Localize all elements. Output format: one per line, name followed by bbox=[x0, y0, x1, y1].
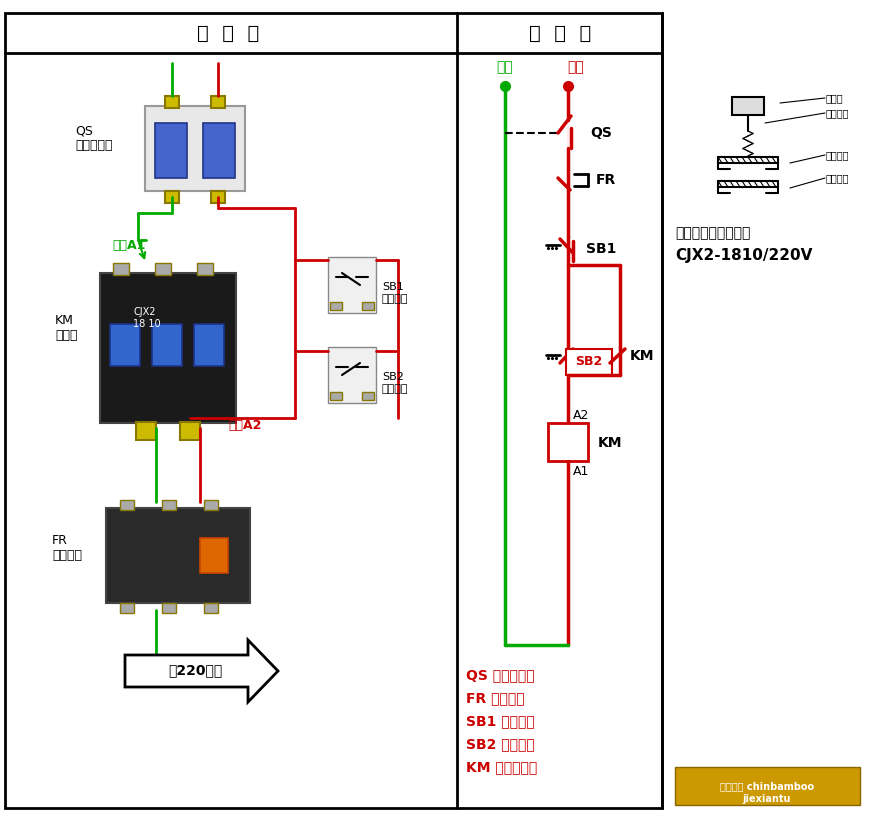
Bar bbox=[211, 191, 225, 203]
Bar bbox=[106, 508, 250, 603]
Text: 线圈A2: 线圈A2 bbox=[228, 419, 261, 431]
Text: FR: FR bbox=[596, 173, 616, 187]
Bar bbox=[113, 263, 129, 275]
Text: SB2
启动按钮: SB2 启动按钮 bbox=[382, 372, 409, 393]
Text: KM: KM bbox=[630, 349, 654, 363]
Text: 接220电机: 接220电机 bbox=[168, 663, 222, 677]
Text: 原  理  图: 原 理 图 bbox=[529, 24, 591, 43]
Text: KM
接触器: KM 接触器 bbox=[55, 314, 77, 342]
Bar bbox=[548, 423, 588, 461]
Text: QS 空气断路器: QS 空气断路器 bbox=[466, 668, 534, 682]
Bar bbox=[362, 392, 374, 400]
Text: jiexiantu: jiexiantu bbox=[742, 794, 791, 804]
Text: FR
热继电器: FR 热继电器 bbox=[52, 534, 82, 562]
Text: 零线: 零线 bbox=[497, 60, 513, 74]
Bar bbox=[165, 191, 179, 203]
Text: SB1: SB1 bbox=[586, 242, 616, 256]
Text: CJX2-1810/220V: CJX2-1810/220V bbox=[675, 248, 813, 263]
Text: SB2: SB2 bbox=[575, 355, 603, 368]
Bar bbox=[362, 302, 374, 310]
Text: 百度知道 chinbamboo: 百度知道 chinbamboo bbox=[720, 781, 814, 791]
Bar bbox=[145, 106, 245, 191]
Bar bbox=[155, 123, 187, 178]
Text: FR 热继电器: FR 热继电器 bbox=[466, 691, 525, 705]
Text: 复位弹簧: 复位弹簧 bbox=[826, 108, 850, 118]
Bar bbox=[732, 97, 764, 115]
Bar bbox=[180, 422, 200, 440]
Bar bbox=[211, 96, 225, 108]
Bar bbox=[197, 263, 213, 275]
Bar bbox=[328, 347, 376, 403]
Bar bbox=[330, 302, 342, 310]
Bar bbox=[100, 273, 236, 423]
Text: SB1 停止按钮: SB1 停止按钮 bbox=[466, 714, 535, 728]
Bar bbox=[162, 500, 176, 510]
Text: KM: KM bbox=[598, 436, 622, 450]
Bar bbox=[120, 500, 134, 510]
Text: QS: QS bbox=[590, 126, 612, 140]
Text: 按钮帽: 按钮帽 bbox=[826, 93, 844, 103]
Bar bbox=[204, 500, 218, 510]
Bar bbox=[203, 123, 235, 178]
Text: 火线: 火线 bbox=[567, 60, 584, 74]
Text: A1: A1 bbox=[573, 464, 589, 477]
Bar bbox=[162, 603, 176, 613]
Bar bbox=[194, 324, 224, 366]
Polygon shape bbox=[125, 640, 278, 702]
Bar bbox=[155, 263, 171, 275]
Text: SB1
停止按钮: SB1 停止按钮 bbox=[382, 282, 409, 304]
Text: CJX2
18 10: CJX2 18 10 bbox=[133, 307, 161, 329]
Text: 常闭触头: 常闭触头 bbox=[826, 150, 850, 160]
Bar bbox=[200, 538, 228, 573]
Text: A2: A2 bbox=[573, 408, 589, 421]
Bar bbox=[566, 349, 612, 375]
Text: 实  物  图: 实 物 图 bbox=[196, 24, 259, 43]
Text: KM 交流接触器: KM 交流接触器 bbox=[466, 760, 537, 774]
Text: SB2 启动按钮: SB2 启动按钮 bbox=[466, 737, 535, 751]
Bar bbox=[165, 96, 179, 108]
Bar bbox=[136, 422, 156, 440]
Text: 线圈A1: 线圈A1 bbox=[112, 239, 146, 252]
Bar bbox=[110, 324, 140, 366]
Bar bbox=[675, 767, 860, 805]
Bar bbox=[328, 257, 376, 313]
Bar bbox=[120, 603, 134, 613]
Bar bbox=[330, 392, 342, 400]
Bar bbox=[204, 603, 218, 613]
Text: 常开触头: 常开触头 bbox=[826, 173, 850, 183]
Bar bbox=[5, 13, 662, 808]
Bar bbox=[152, 324, 182, 366]
Text: QS
空气断路器: QS 空气断路器 bbox=[75, 124, 113, 152]
Text: 注：交流接触器选用: 注：交流接触器选用 bbox=[675, 226, 750, 240]
